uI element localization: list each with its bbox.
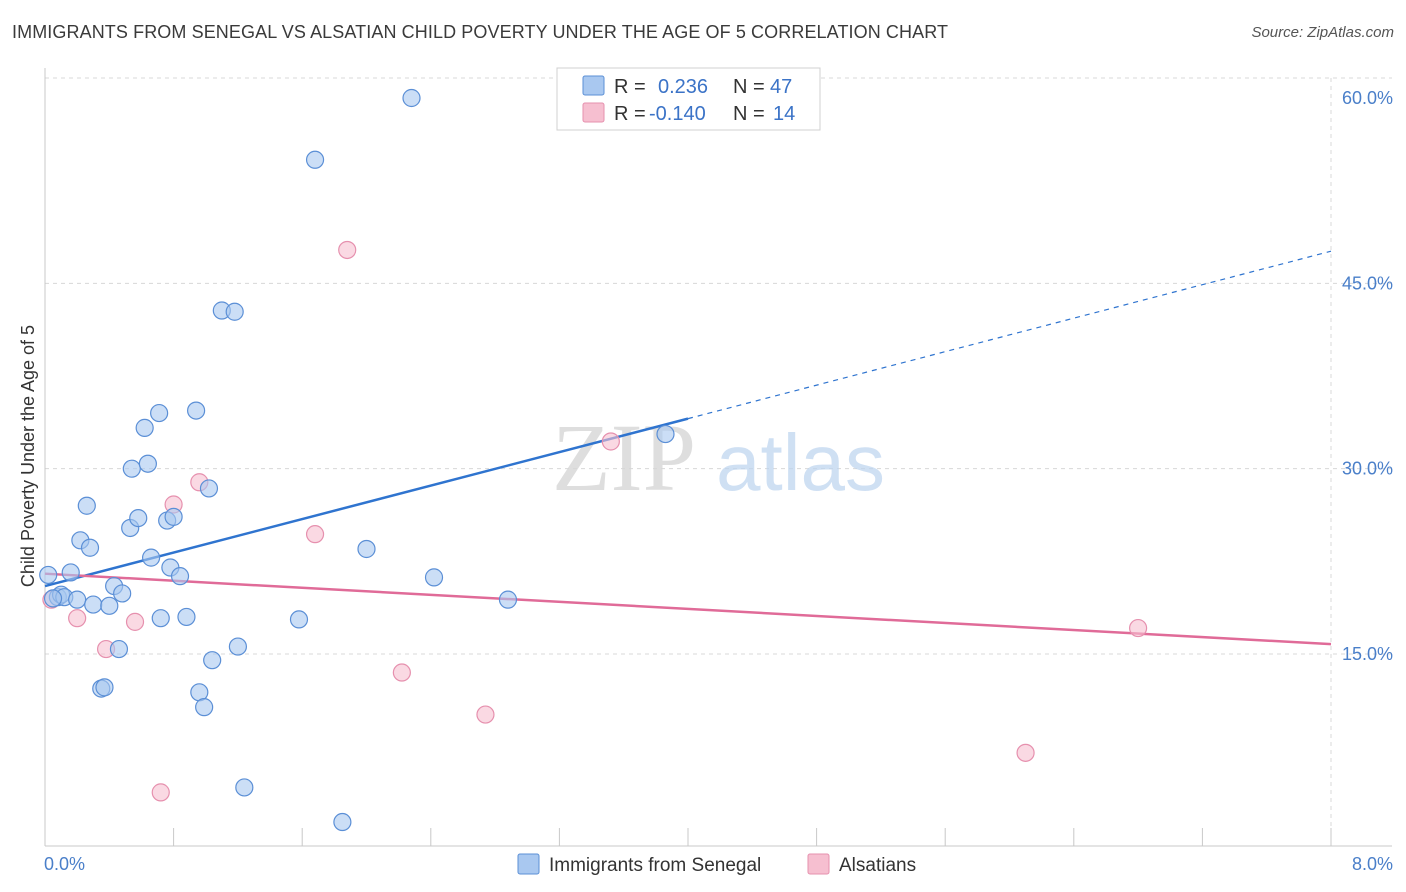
senegal-point [122,459,141,478]
alsatian-point [1128,618,1148,638]
senegal-point [195,698,214,717]
senegal-point [199,479,219,498]
senegal-point [203,651,222,670]
legend-n-value-alsatian: 14 [773,103,795,125]
legend-swatch-alsatian [582,102,605,123]
senegal-point [289,610,309,629]
y-axis-label: Child Poverty Under the Age of 5 [18,325,38,587]
senegal-point [402,88,421,108]
senegal-point [39,565,58,585]
source-label: Source: ZipAtlas.com [1251,24,1394,41]
senegal-point [150,403,169,423]
watermark-atlas: atlas [716,418,885,507]
senegal-point [164,507,183,526]
senegal-point [187,401,206,420]
senegal-point [177,607,196,627]
x-tick-labels: 0.0% 8.0% [44,854,1393,874]
senegal-point [138,454,157,473]
senegal-point [68,590,87,609]
alsatian-point [1016,743,1035,762]
y-tick-label-1: 30.0% [1342,459,1393,479]
axes [44,68,1392,847]
senegal-point [129,508,148,528]
senegal-point [109,639,129,659]
watermark: ZIP atlas [552,404,885,511]
scatter-points [39,88,1148,832]
y-tick-labels: 15.0% 30.0% 45.0% 60.0% [1342,88,1393,664]
bottom-legend-label-senegal: Immigrants from Senegal [549,855,761,876]
senegal-point [141,548,161,567]
legend-n-label-alsatian: N = [733,103,765,125]
x-tick-label-0: 0.0% [44,854,85,874]
senegal-point [498,590,518,609]
chart-title: IMMIGRANTS FROM SENEGAL VS ALSATIAN CHIL… [12,22,949,42]
legend-r-value-alsatian: -0.140 [649,103,706,125]
y-tick-label-2: 45.0% [1342,273,1393,293]
alsatian-point [305,525,325,544]
alsatian-point [338,240,357,260]
legend-n-label-senegal: N = [733,76,765,98]
alsatian-point [392,663,411,682]
senegal-point [424,568,444,587]
senegal-point [305,150,325,169]
senegal-point [228,637,247,656]
senegal-point [100,596,119,615]
correlation-legend: R = 0.236 N = 47 R = -0.140 N = 14 [556,67,821,131]
senegal-point [235,778,254,797]
senegal-point [225,302,244,321]
senegal-point [357,539,376,559]
trendline-alsatian [44,572,1332,646]
bottom-legend-swatch-senegal [517,853,540,875]
alsatian-point [68,609,87,628]
senegal-point [113,584,132,603]
senegal-point [656,424,675,444]
y-tick-label-0: 15.0% [1342,644,1393,664]
senegal-point [95,678,114,697]
senegal-point [151,609,170,628]
senegal-point [43,589,63,608]
senegal-point [77,496,96,515]
alsatian-point [601,432,620,451]
legend-n-value-senegal: 47 [770,76,792,98]
legend-r-label-senegal: R = [614,76,646,98]
alsatian-point [476,705,495,724]
legend-r-value-senegal: 0.236 [658,76,708,98]
senegal-point [61,563,80,582]
legend-r-label-alsatian: R = [614,103,646,125]
bottom-legend-label-alsatian: Alsatians [839,855,916,876]
senegal-point [84,595,103,614]
series-legend: Immigrants from Senegal Alsatians [517,853,916,876]
y-tick-label-3: 60.0% [1342,88,1393,108]
senegal-point [170,567,190,586]
watermark-zip: ZIP [552,404,696,511]
senegal-point [80,538,100,557]
bottom-legend-swatch-alsatian [807,853,830,875]
senegal-point [135,418,154,437]
x-tick-label-1: 8.0% [1352,854,1393,874]
alsatian-point [151,783,170,802]
alsatian-point [125,612,145,631]
senegal-point [333,812,352,832]
trendline-senegal-dashed [687,250,1332,420]
legend-swatch-senegal [582,75,605,96]
